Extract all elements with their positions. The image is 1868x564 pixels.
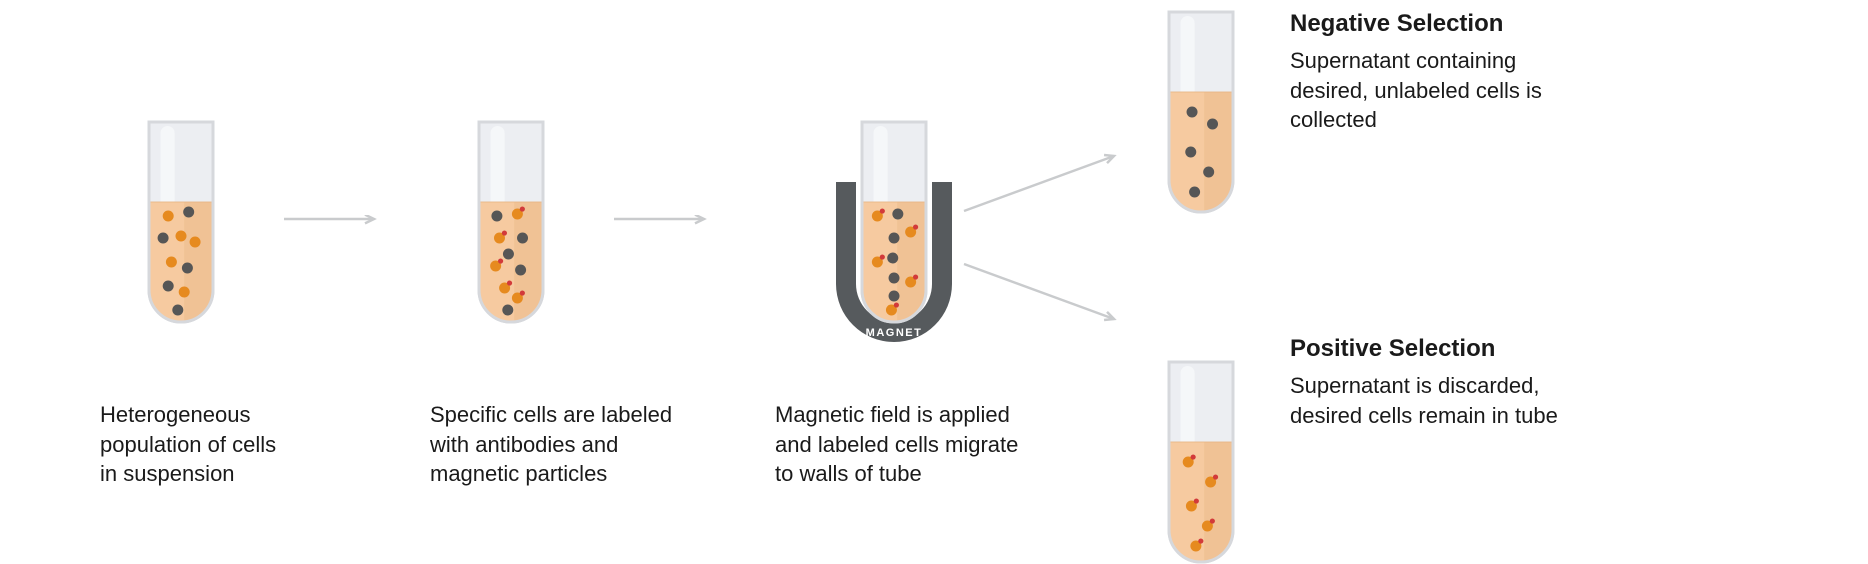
positive-selection-heading: Positive Selection: [1290, 335, 1558, 363]
caption-stage-3: Magnetic field is appliedand labeled cel…: [775, 400, 1018, 489]
arrow-split-to-negative: [960, 140, 1130, 215]
svg-text:MAGNET: MAGNET: [866, 327, 923, 339]
tube-negative-selection: [1165, 10, 1237, 214]
caption-stage-1: Heterogeneouspopulation of cellsin suspe…: [100, 400, 276, 489]
positive-selection-body: Supernatant is discarded,desired cells r…: [1290, 371, 1558, 430]
negative-selection-body: Supernatant containingdesired, unlabeled…: [1290, 46, 1542, 135]
tube-stage-3-magnet: MAGNET: [830, 120, 958, 364]
arrow-stage-2-to-3: [610, 215, 720, 235]
positive-selection-text: Positive Selection Supernatant is discar…: [1290, 335, 1558, 430]
negative-selection-text: Negative Selection Supernatant containin…: [1290, 10, 1542, 135]
arrow-stage-1-to-2: [280, 215, 390, 235]
tube-stage-2: [475, 120, 547, 324]
negative-selection-heading: Negative Selection: [1290, 10, 1542, 38]
tube-stage-1: [145, 120, 217, 324]
arrow-split-to-positive: [960, 260, 1130, 335]
caption-stage-2: Specific cells are labeledwith antibodie…: [430, 400, 672, 489]
tube-positive-selection: [1165, 360, 1237, 564]
